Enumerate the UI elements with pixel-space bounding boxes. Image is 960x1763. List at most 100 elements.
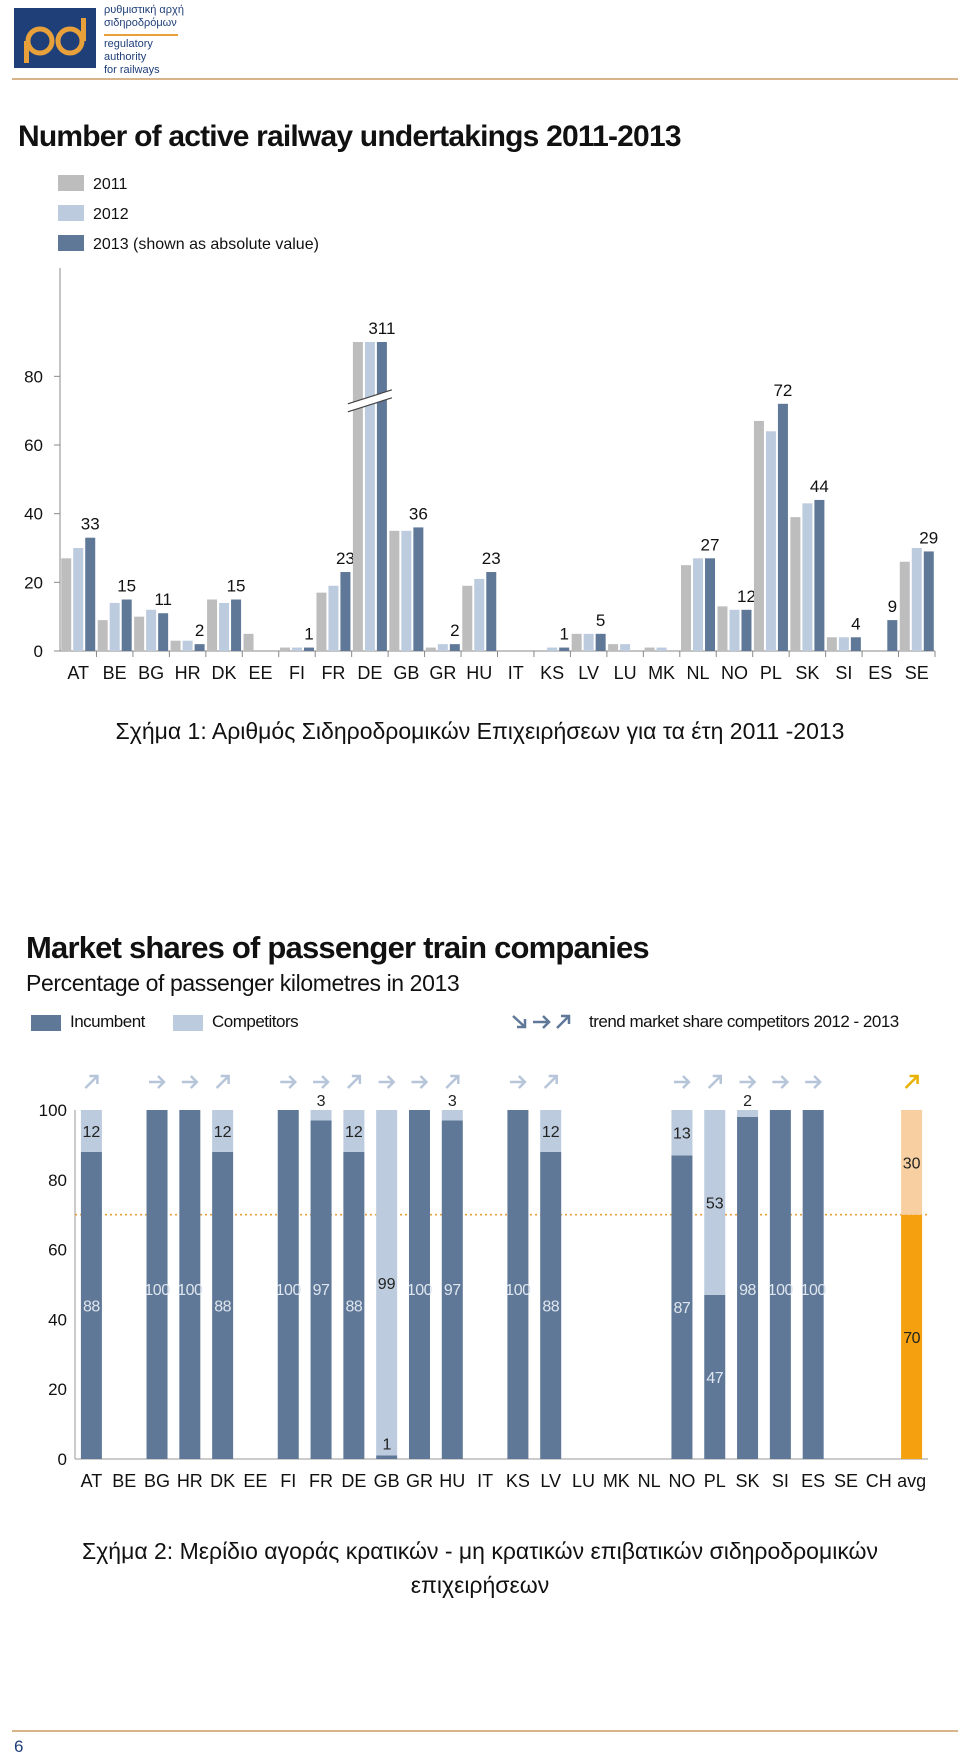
x-tick-label: HU [439, 1471, 465, 1491]
data-label: 11 [154, 590, 172, 609]
bar-KS-2013 [559, 647, 570, 651]
competitor-label: 3 [317, 1093, 326, 1110]
trend-arrow-right-icon [673, 1075, 691, 1089]
legend-label-trend: trend market share competitors 2012 - 20… [589, 1012, 899, 1031]
x-tick-label: LV [578, 663, 599, 683]
x-tick-label: ES [801, 1471, 825, 1491]
y-tick-label: 80 [24, 367, 43, 386]
x-tick-label: SK [736, 1471, 760, 1491]
bar-incumbent-LV [540, 1151, 562, 1459]
trend-arrow-right-icon [411, 1075, 429, 1089]
y-tick-label: 20 [48, 1380, 67, 1399]
y-tick-label: 100 [39, 1101, 67, 1120]
legend-swatch [58, 205, 84, 221]
bar-NL-2013 [705, 558, 716, 651]
x-tick-label: FR [321, 663, 345, 683]
bar-incumbent-NO [671, 1155, 693, 1459]
logo-line: regulatory [104, 38, 153, 50]
bar-FI-2012 [291, 647, 302, 651]
chart2-caption-line2: επιχειρήσεων [410, 1572, 550, 1598]
trend-arrow-up-icon [445, 1074, 460, 1089]
incumbent-label: 88 [214, 1298, 231, 1315]
logo-line: ρυθμιστική αρχή [104, 4, 184, 16]
bar-SI-2013 [850, 637, 861, 651]
chart2-subtitle: Percentage of passenger kilometres in 20… [26, 970, 460, 996]
x-tick-label: AT [67, 663, 89, 683]
x-tick-label: FI [289, 663, 305, 683]
axis-break-gap [346, 389, 394, 412]
incumbent-label: 100 [768, 1282, 794, 1299]
competitor-label: 12 [83, 1124, 101, 1141]
bar-NL-2011 [681, 565, 692, 651]
bar-SI-2011 [826, 637, 837, 651]
incumbent-label: 97 [313, 1282, 330, 1299]
incumbent-label: 100 [276, 1282, 302, 1299]
trend-arrow-up-icon [84, 1074, 99, 1089]
bar-DK-2013 [231, 599, 242, 651]
logo-line: authority [104, 51, 147, 63]
trend-arrow-up-icon [904, 1074, 919, 1089]
bar-SE-2011 [899, 561, 910, 651]
bar-DE-2012 [364, 342, 375, 651]
x-tick-label: GR [406, 1471, 433, 1491]
bar-incumbent-FR [310, 1120, 332, 1459]
data-label: 23 [336, 549, 355, 568]
x-tick-label: HR [177, 1471, 203, 1491]
data-label: 12 [737, 587, 756, 606]
bar-competitors-GB [376, 1110, 398, 1456]
trend-arrow-right-icon [280, 1075, 298, 1089]
trend-arrow-right-icon [378, 1075, 396, 1089]
bar-PL-2012 [765, 431, 776, 651]
x-tick-label: NL [687, 663, 710, 683]
header-divider [12, 78, 958, 80]
bar-HR-2011 [170, 640, 181, 651]
x-tick-label: BE [112, 1471, 136, 1491]
bar-HR-2013 [194, 644, 205, 651]
bar-incumbent-SI [769, 1110, 791, 1459]
bar-FR-2013 [340, 572, 351, 651]
data-label: 72 [773, 381, 792, 400]
bar-GR-2013 [449, 644, 460, 651]
bar-GR-2011 [425, 647, 436, 651]
footer-divider [12, 1730, 958, 1732]
bar-AT-2013 [85, 537, 96, 651]
legend-swatch [58, 175, 84, 191]
trend-arrow-right-icon [772, 1075, 790, 1089]
bar-FI-2011 [279, 647, 290, 651]
x-tick-label: SI [772, 1471, 789, 1491]
x-tick-label: LU [614, 663, 637, 683]
bar-HU-2011 [462, 585, 473, 651]
bar-FI-2013 [303, 647, 314, 651]
incumbent-label: 97 [444, 1282, 461, 1299]
data-label: 44 [810, 477, 829, 496]
y-tick-label: 40 [24, 505, 43, 524]
competitor-label: 13 [673, 1126, 691, 1143]
trend-arrows-icon [512, 1014, 571, 1029]
data-label: 1 [304, 625, 313, 644]
bar-GR-2012 [437, 644, 448, 651]
bar-LU-2012 [620, 644, 631, 651]
x-tick-label: MK [648, 663, 675, 683]
legend-swatch-competitors [173, 1015, 203, 1031]
page-header: ρυθμιστική αρχή σιδηροδρόμων regulatory … [0, 0, 960, 80]
x-tick-label: EE [249, 663, 273, 683]
bar-NO-2011 [717, 606, 728, 651]
bar-BG-2012 [146, 609, 157, 651]
data-label: 36 [409, 504, 428, 523]
x-tick-label: BG [138, 663, 164, 683]
x-tick-label: CH [866, 1471, 892, 1491]
logo-text: ρυθμιστική αρχή σιδηροδρόμων regulatory … [104, 4, 184, 77]
data-label: 311 [368, 319, 395, 338]
incumbent-label: 100 [505, 1282, 531, 1299]
x-tick-label: GB [393, 663, 419, 683]
legend-label-competitors: Competitors [212, 1012, 299, 1031]
legend-label-incumbent: Incumbent [70, 1012, 145, 1031]
x-tick-label: GB [374, 1471, 400, 1491]
competitor-label: 12 [542, 1124, 560, 1141]
bar-LV-2012 [583, 633, 594, 651]
x-tick-label: FI [280, 1471, 296, 1491]
bar-DK-2011 [207, 599, 218, 651]
competitor-label: 30 [903, 1155, 921, 1172]
trend-arrow-right-icon [149, 1075, 166, 1089]
x-tick-label: KS [540, 663, 564, 683]
